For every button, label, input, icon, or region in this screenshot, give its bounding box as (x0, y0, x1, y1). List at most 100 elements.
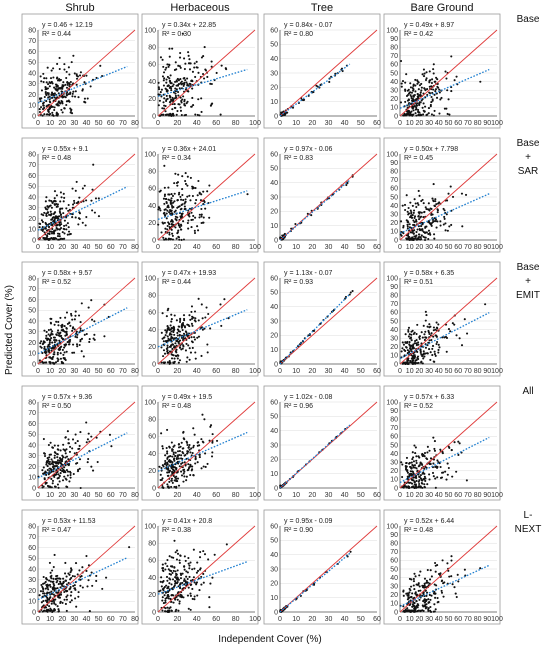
r-squared-label: R² = 0.93 (284, 279, 313, 286)
tick-label-y: 60 (28, 173, 36, 180)
data-point (412, 113, 414, 115)
r-squared-label: R² = 0.90 (284, 527, 313, 534)
data-point (168, 607, 170, 609)
data-point (91, 319, 93, 321)
data-point (177, 174, 179, 176)
data-point (65, 228, 67, 230)
data-point (61, 362, 63, 364)
data-point (65, 77, 67, 79)
data-point (408, 93, 410, 95)
data-point (421, 230, 423, 232)
data-point (76, 181, 78, 183)
data-point (169, 470, 171, 472)
data-point (47, 87, 49, 89)
data-point (207, 463, 209, 465)
data-point (87, 438, 89, 440)
data-point (174, 342, 176, 344)
data-point (216, 72, 218, 74)
data-point (163, 349, 165, 351)
data-point (41, 213, 43, 215)
data-point (92, 470, 94, 472)
data-point (417, 610, 419, 612)
tick-label-x: 100 (491, 244, 503, 251)
data-point (430, 96, 432, 98)
data-point (50, 211, 52, 213)
data-point (70, 569, 72, 571)
data-point (407, 225, 409, 227)
r-squared-label: R² = 0.30 (162, 31, 191, 38)
data-point (445, 229, 447, 231)
data-point (48, 214, 50, 216)
data-point (177, 65, 179, 67)
data-point (46, 339, 48, 341)
data-point (48, 345, 50, 347)
tick-label-x: 90 (483, 244, 491, 251)
data-point (408, 343, 410, 345)
data-point (51, 70, 53, 72)
data-point (406, 194, 408, 196)
data-point (43, 610, 45, 612)
data-point (400, 101, 402, 103)
data-point (431, 225, 433, 227)
data-point (172, 114, 174, 116)
data-point (50, 77, 52, 79)
data-point (448, 576, 450, 578)
data-point (183, 472, 185, 474)
data-point (446, 89, 448, 91)
data-point (406, 457, 408, 459)
data-point (48, 605, 50, 607)
data-point (207, 313, 209, 315)
data-point (197, 229, 199, 231)
data-point (412, 456, 414, 458)
data-point (169, 339, 171, 341)
data-point (83, 355, 85, 357)
data-point (56, 63, 58, 65)
data-point (57, 453, 59, 455)
data-point (211, 61, 213, 63)
data-point (451, 476, 453, 478)
tick-label-x: 60 (212, 616, 220, 623)
tick-label-x: 0 (278, 244, 282, 251)
data-point (413, 588, 415, 590)
data-point (45, 94, 47, 96)
data-point (165, 88, 167, 90)
data-point (448, 328, 450, 330)
data-point (164, 353, 166, 355)
tick-label-x: 60 (454, 368, 462, 375)
data-point (46, 587, 48, 589)
data-point (48, 444, 50, 446)
data-point (435, 343, 437, 345)
tick-label-y: 90 (390, 160, 398, 167)
data-point (461, 344, 463, 346)
data-point (70, 112, 72, 114)
data-point (461, 225, 463, 227)
tick-label-x: 40 (435, 616, 443, 623)
data-point (177, 569, 179, 571)
data-point (201, 414, 203, 416)
data-point (173, 200, 175, 202)
data-point (65, 590, 67, 592)
data-point (194, 230, 196, 232)
data-point (413, 444, 415, 446)
data-point (171, 193, 173, 195)
r-squared-label: R² = 0.52 (42, 279, 71, 286)
data-point (78, 314, 80, 316)
data-point (427, 326, 429, 328)
panel-frame (142, 138, 258, 252)
data-point (171, 566, 173, 568)
data-point (418, 233, 420, 235)
data-point (432, 472, 434, 474)
data-point (435, 203, 437, 205)
tick-label-x: 40 (193, 244, 201, 251)
data-point (196, 572, 198, 574)
data-point (197, 570, 199, 572)
data-point (186, 196, 188, 198)
data-point (166, 447, 168, 449)
data-point (188, 466, 190, 468)
data-point (68, 66, 70, 68)
data-point (95, 575, 97, 577)
data-point (409, 223, 411, 225)
data-point (172, 195, 174, 197)
tick-label-x: 100 (249, 244, 261, 251)
data-point (434, 110, 436, 112)
